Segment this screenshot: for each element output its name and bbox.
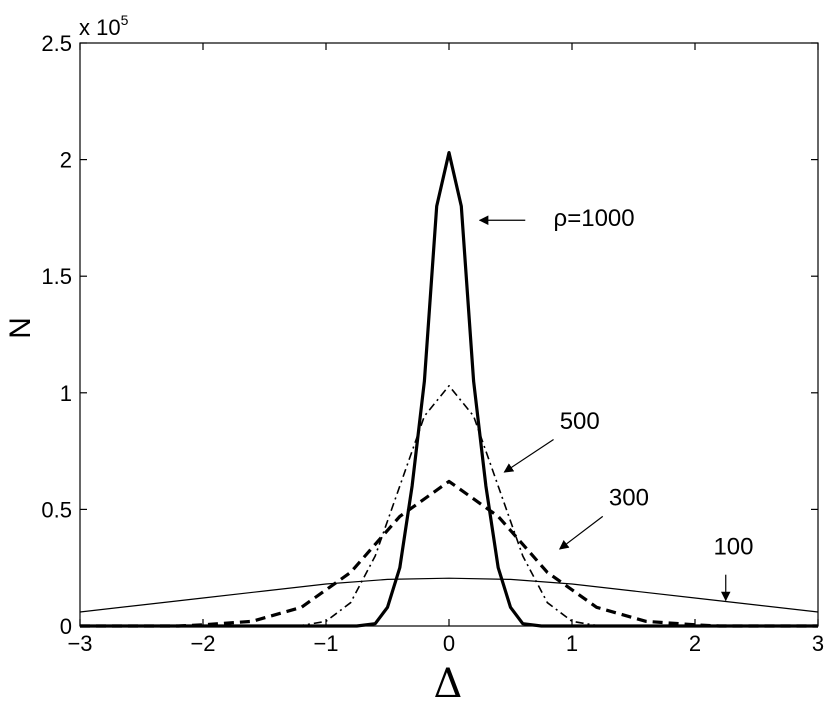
- x-tick-label: 2: [689, 631, 701, 656]
- y-tick-label: 0.5: [41, 497, 72, 522]
- y-tick-label: 0: [60, 614, 72, 639]
- x-axis-label: Δ: [434, 661, 463, 705]
- annotation-label: 500: [560, 408, 600, 435]
- axes: −3 −2 −1 0 1 2 3 0 0.5 1 1.5 2 2.5: [41, 31, 824, 656]
- multiplier-exponent: 5: [121, 12, 129, 28]
- y-tick-label: 2: [60, 148, 72, 173]
- plot-area: [79, 151, 819, 628]
- x-tick-label: −1: [313, 631, 338, 656]
- annotation-arrow: [558, 515, 604, 550]
- annotation-label: 300: [609, 485, 649, 512]
- x-tick-label: −2: [190, 631, 215, 656]
- series-line-2: [80, 384, 818, 627]
- series-line-1: [80, 151, 818, 628]
- y-tick-label: 1.5: [41, 264, 72, 289]
- annotation-arrow: [503, 438, 554, 473]
- y-tick-label: 2.5: [41, 31, 72, 56]
- multiplier-base: x 10: [79, 15, 121, 40]
- annotations: ρ=1000 500 300 100: [478, 205, 753, 602]
- annotation-label: ρ=1000: [554, 205, 635, 232]
- y-tick-label: 1: [60, 381, 72, 406]
- x-tick-label: 1: [566, 631, 578, 656]
- annotation-label: 100: [713, 534, 753, 561]
- series-line-4: [79, 577, 819, 613]
- x-tick-label: 0: [443, 631, 455, 656]
- x-tick-label: −3: [67, 631, 92, 656]
- axes-frame: [79, 42, 819, 627]
- y-axis-label: N: [4, 317, 37, 339]
- x-tick-label: 3: [812, 631, 824, 656]
- y-axis-multiplier: x 105: [79, 12, 129, 40]
- series-line-3: [80, 479, 818, 628]
